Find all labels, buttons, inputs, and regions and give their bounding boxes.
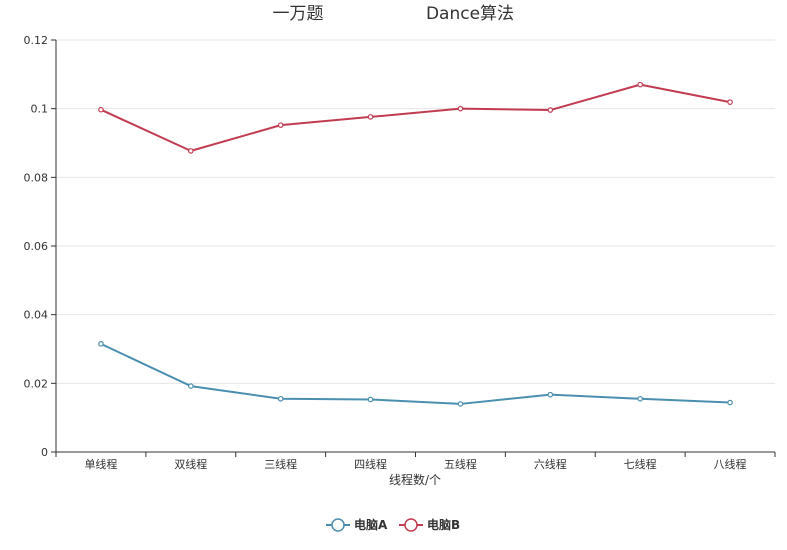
legend[interactable]: 电脑A 电脑B <box>326 517 460 532</box>
data-point[interactable] <box>98 106 104 113</box>
series-0 <box>98 341 733 407</box>
legend-label: 电脑A <box>354 517 388 532</box>
x-tick-label: 八线程 <box>714 457 747 471</box>
data-point[interactable] <box>188 383 194 389</box>
x-tick-label: 单线程 <box>84 457 117 471</box>
data-point[interactable] <box>547 391 554 398</box>
data-point[interactable] <box>188 148 194 154</box>
data-point[interactable] <box>727 399 733 406</box>
legend-label: 电脑B <box>427 517 460 532</box>
legend-item[interactable]: 电脑B <box>399 517 460 532</box>
grid-lines <box>56 39 775 384</box>
data-point[interactable] <box>637 395 643 402</box>
x-tick-label: 五线程 <box>444 457 477 471</box>
axes: 0 0.02 0.04 0.06 0.08 0.1 0.12 单线程 双线程 三线程 四线程 五线程 六… <box>24 34 776 471</box>
data-point[interactable] <box>457 105 464 112</box>
chart-subtitle: Dance算法 <box>426 4 514 24</box>
data-point[interactable] <box>457 401 464 407</box>
x-tick-label: 双线程 <box>174 457 207 471</box>
data-point[interactable] <box>367 396 374 403</box>
data-point[interactable] <box>367 114 374 120</box>
y-tick-label: 0.08 <box>24 171 49 184</box>
legend-item[interactable]: 电脑A <box>326 517 388 532</box>
series-1 <box>98 81 733 154</box>
x-tick-label: 六线程 <box>534 457 567 471</box>
series-line <box>100 342 731 405</box>
data-point[interactable] <box>277 122 284 128</box>
y-tick-label: 0.02 <box>24 377 49 390</box>
data-point[interactable] <box>547 107 554 113</box>
data-point[interactable] <box>277 395 284 402</box>
x-tick-label: 三线程 <box>264 457 297 471</box>
x-axis-label: 线程数/个 <box>389 472 441 487</box>
data-point[interactable] <box>637 81 643 88</box>
data-point[interactable] <box>727 99 733 105</box>
chart-title: 一万题 <box>273 4 324 24</box>
data-point[interactable] <box>98 341 104 347</box>
y-tick-label: 0 <box>41 446 48 459</box>
y-tick-label: 0.04 <box>24 309 49 322</box>
y-tick-label: 0.12 <box>24 34 49 47</box>
series-line <box>100 83 731 152</box>
x-tick-label: 四线程 <box>354 457 387 471</box>
x-tick-label: 七线程 <box>624 457 657 471</box>
y-tick-label: 0.06 <box>24 240 49 253</box>
legend-marker <box>331 518 345 532</box>
y-tick-label: 0.1 <box>31 103 49 116</box>
series-layer <box>98 81 733 407</box>
legend-marker <box>404 518 418 532</box>
